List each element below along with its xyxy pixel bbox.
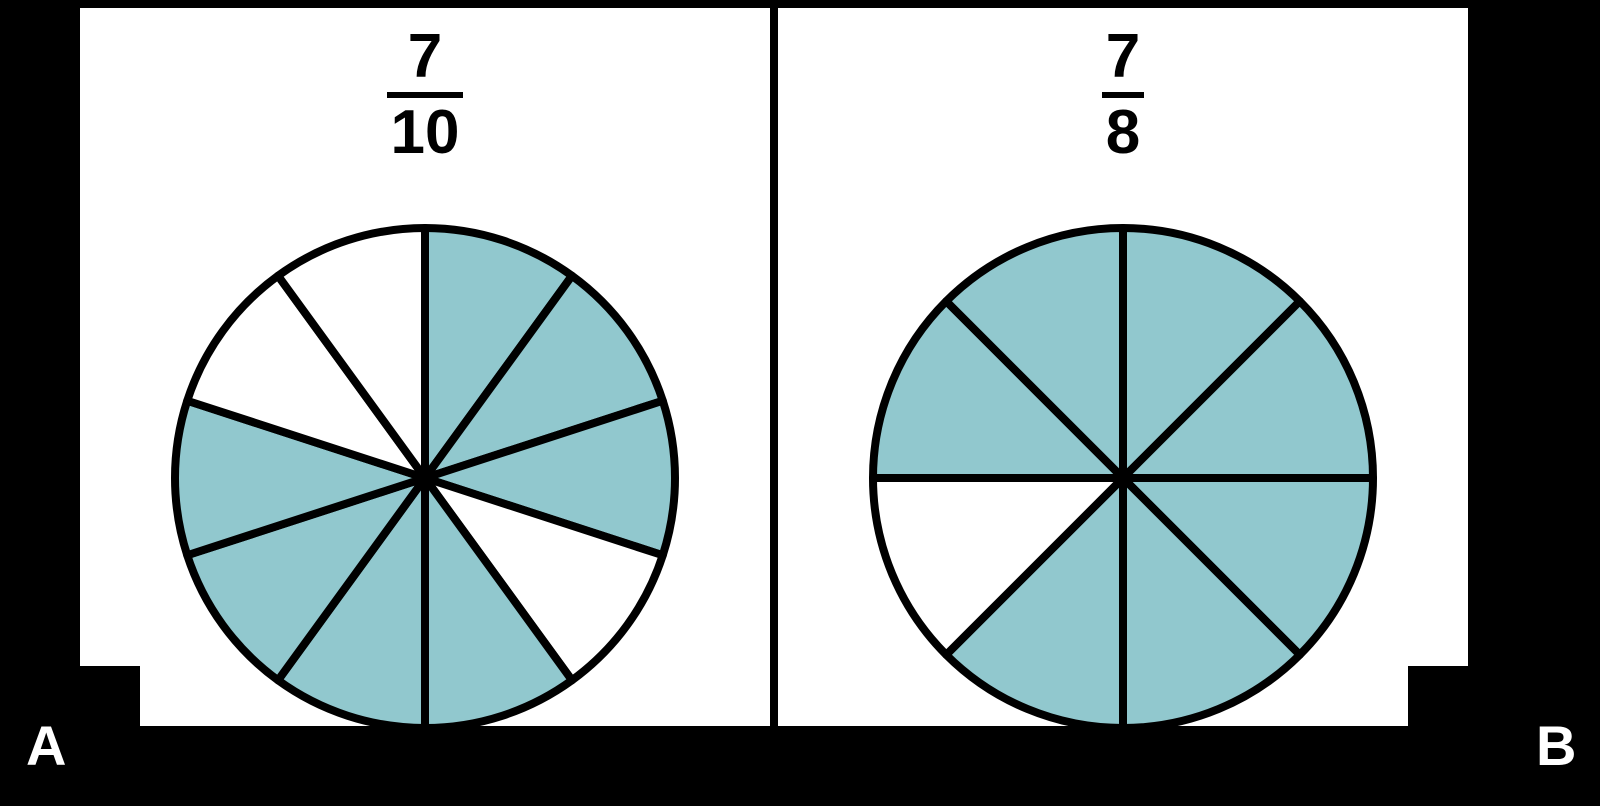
fraction-a: 7 10 [80, 26, 770, 164]
fraction-b-denominator: 8 [1102, 102, 1144, 164]
panel-b-letter: B [1536, 718, 1576, 774]
panel-divider [770, 8, 778, 726]
corner-notch-a [80, 666, 140, 726]
corner-notch-b [1408, 666, 1468, 726]
fraction-b: 7 8 [778, 26, 1468, 164]
pie-chart-a [167, 220, 683, 741]
pie-chart-b [865, 220, 1381, 741]
panel-a: 7 10 [80, 8, 770, 726]
fraction-a-numerator: 7 [387, 26, 464, 88]
panel-a-letter: A [26, 718, 66, 774]
fraction-a-denominator: 10 [387, 102, 464, 164]
diagram-stage: 7 10 7 8 A B [0, 0, 1600, 806]
fraction-b-numerator: 7 [1102, 26, 1144, 88]
panel-b: 7 8 [778, 8, 1468, 726]
